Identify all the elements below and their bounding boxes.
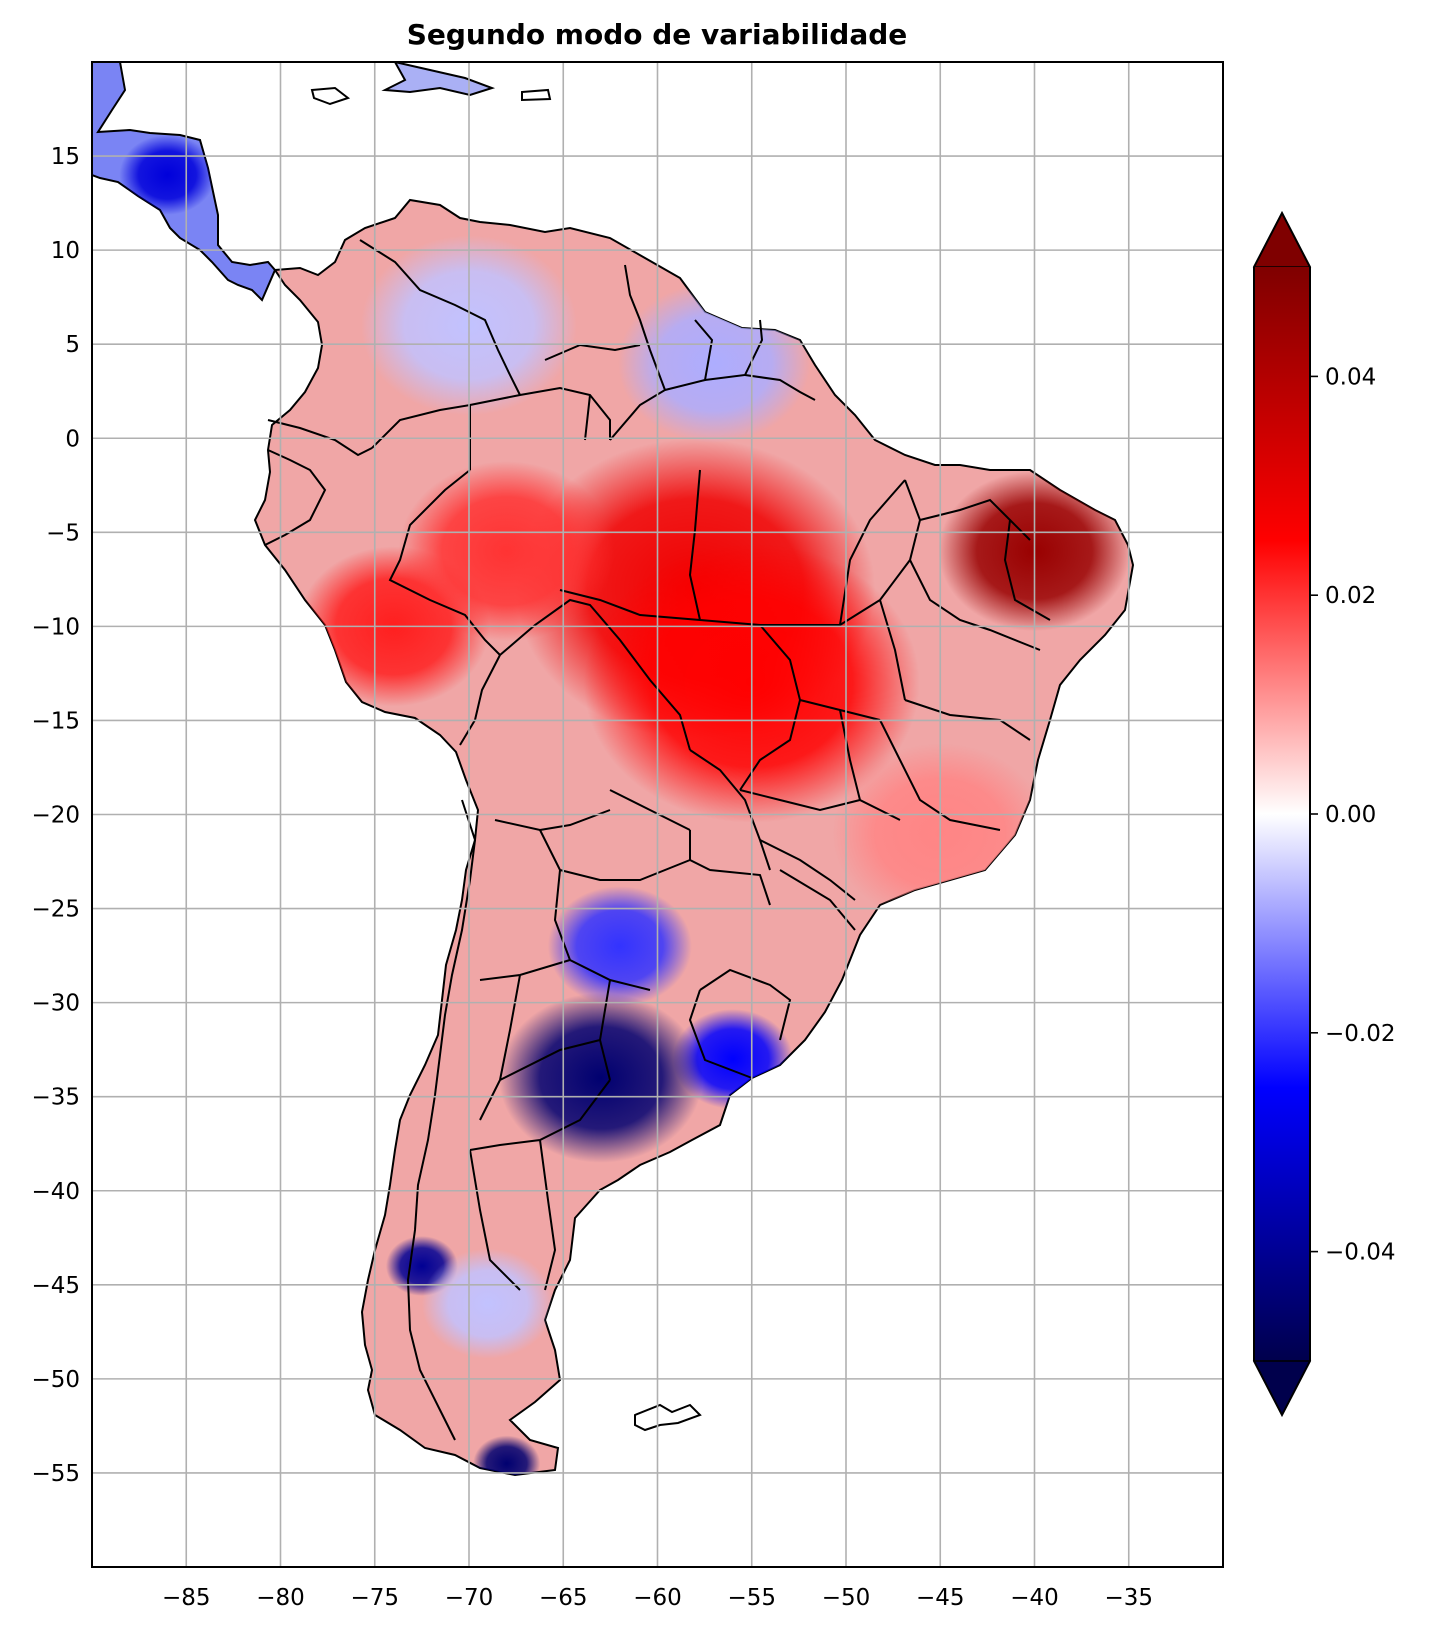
border-colombia-peru <box>371 403 471 470</box>
border-paraguay-brazil <box>689 749 771 871</box>
y-tick-label: −50 <box>31 1367 80 1393</box>
border-chile-argentina <box>406 799 477 1441</box>
island-jamaica <box>310 86 351 106</box>
x-tick-label: −40 <box>1010 1585 1059 1611</box>
field-argentina-pampas <box>498 992 703 1163</box>
x-tick-label: −80 <box>256 1585 305 1611</box>
border-peru-bolivia <box>459 654 501 746</box>
y-tick-label: −35 <box>31 1085 80 1111</box>
y-tick-label: −30 <box>31 991 80 1017</box>
map-title: Segundo modo de variabilidade <box>407 18 908 51</box>
border-argentina-provinces <box>469 829 691 1291</box>
field-north-argentina <box>547 886 692 1007</box>
border-guyana-suriname <box>664 319 714 391</box>
border-brazil-uruguay <box>699 968 792 1041</box>
border-bolivia-argentina <box>494 809 611 832</box>
x-tick-label: −50 <box>822 1585 871 1611</box>
field-tierra-del-fuego <box>473 1435 541 1475</box>
border-colombia-brazil <box>469 386 611 440</box>
border-peru-brazil <box>388 469 501 656</box>
island-falklands <box>634 1403 702 1432</box>
y-tick-label: 10 <box>51 238 80 264</box>
colorbar-tick-label: 0.04 <box>1325 364 1376 390</box>
island-cuba <box>381 62 496 97</box>
y-tick-label: −45 <box>31 1273 80 1299</box>
y-tick-label: −40 <box>31 1179 80 1205</box>
y-tick-label: 5 <box>65 332 80 358</box>
border-ecuador-peru <box>264 449 327 546</box>
x-tick-label: −75 <box>350 1585 399 1611</box>
map-axes: −85 −80 −75 −70 −65 −60 −55 −50 −45 −40 −35 15 10 5 0… <box>31 61 1224 1611</box>
colorbar-tick-label: −0.04 <box>1325 1240 1395 1266</box>
border-guiana-brazil <box>744 374 816 401</box>
x-tick-label: −60 <box>633 1585 682 1611</box>
colorbar-tick-label: 0.02 <box>1325 583 1376 609</box>
x-tick-label: −85 <box>162 1585 211 1611</box>
field-central-america <box>119 134 216 215</box>
gridlines <box>92 62 1223 1567</box>
x-axis-ticks: −85 −80 −75 −70 −65 −60 −55 −50 −45 −40 −35 <box>162 1585 1153 1611</box>
border-suriname-guiana <box>704 319 764 381</box>
colorbar-outline <box>1253 210 1311 1418</box>
colorbar-tick-label: −0.02 <box>1325 1021 1395 1047</box>
border-colombia-venezuela <box>359 239 521 396</box>
border-colombia-ecuador <box>267 419 373 457</box>
y-tick-label: 15 <box>51 144 80 170</box>
y-axis-ticks: 15 10 5 0 −5 −10 −15 −20 −25 −30 −35 −40 −45 −50 −55 <box>31 144 80 1487</box>
y-tick-label: −10 <box>31 614 80 640</box>
colorbar-gradient <box>1254 267 1310 1361</box>
x-tick-label: −35 <box>1104 1585 1153 1611</box>
colorbar: 0.04 0.02 0.00 −0.02 −0.04 <box>1252 210 1395 1418</box>
y-tick-label: 0 <box>65 426 80 452</box>
colorbar-extend-max <box>1252 211 1312 268</box>
x-tick-label: −45 <box>916 1585 965 1611</box>
colorbar-ticks: 0.04 0.02 0.00 −0.02 −0.04 <box>1310 364 1395 1266</box>
islands <box>310 62 702 1432</box>
border-argentina-uruguay <box>688 989 753 1079</box>
x-tick-label: −65 <box>539 1585 588 1611</box>
border-venezuela-guyana <box>609 264 667 441</box>
field-western-amazon <box>398 461 615 642</box>
map-frame <box>91 61 1224 1568</box>
colorbar-extend-min <box>1252 1360 1312 1417</box>
y-tick-label: −5 <box>46 520 80 546</box>
x-tick-label: −55 <box>727 1585 776 1611</box>
y-tick-label: −55 <box>31 1461 80 1487</box>
country-borders <box>264 239 1051 1441</box>
colorbar-tick-label: 0.00 <box>1325 802 1376 828</box>
field-patagonia <box>421 1248 554 1359</box>
y-tick-label: −20 <box>31 803 80 829</box>
border-paraguay-argentina <box>689 830 771 906</box>
border-bolivia-paraguay <box>609 789 691 831</box>
border-bolivia-brazil <box>499 598 691 751</box>
island-puerto-rico <box>521 88 552 102</box>
x-tick-label: −70 <box>445 1585 494 1611</box>
y-tick-label: −15 <box>31 708 80 734</box>
y-tick-label: −25 <box>31 897 80 923</box>
